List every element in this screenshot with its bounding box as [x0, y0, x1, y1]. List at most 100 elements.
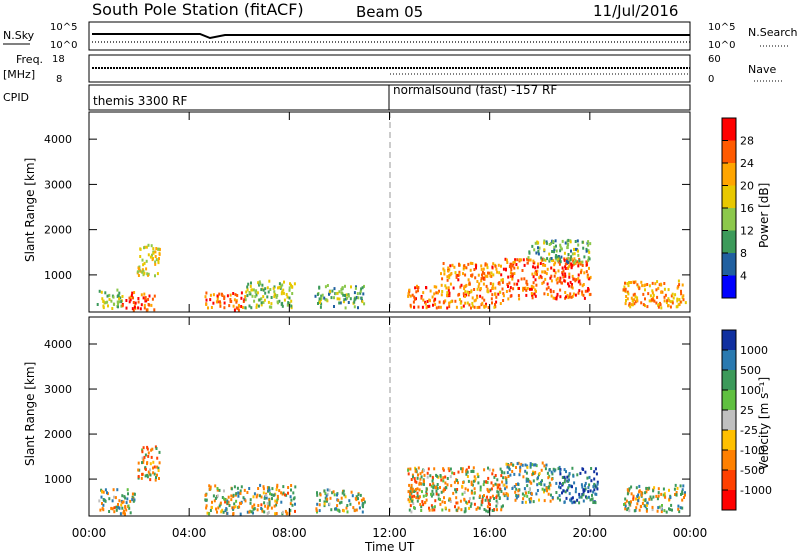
vel-cell: [141, 450, 144, 454]
vel-cell: [336, 504, 339, 508]
vel-cell: [328, 502, 331, 506]
vel-cell: [444, 486, 447, 490]
power-cell: [680, 289, 682, 293]
power-cell: [530, 284, 533, 288]
vel-cell: [674, 483, 677, 487]
power-cell: [102, 306, 105, 310]
power-cell: [432, 303, 434, 307]
power-cell: [553, 245, 556, 249]
vel-cell: [238, 505, 241, 509]
vel-cell: [633, 509, 636, 513]
vel-cell: [529, 480, 532, 484]
xtick-label: 00:00: [72, 526, 107, 540]
vel-cell: [99, 508, 102, 512]
power-cell: [96, 303, 99, 306]
power-cell: [678, 303, 681, 306]
power-cell: [491, 286, 494, 290]
vel-cell: [213, 499, 216, 503]
vel-cell: [570, 497, 573, 501]
power-cell: [129, 295, 132, 299]
vel-cell: [472, 470, 475, 473]
vel-cell: [128, 506, 131, 510]
power-cell: [349, 297, 352, 301]
power-cell: [585, 249, 588, 253]
power-cell: [630, 296, 633, 300]
power-cell: [671, 292, 674, 296]
power-cell: [581, 284, 584, 288]
cpid-label: CPID: [3, 91, 29, 104]
power-cell: [535, 251, 538, 255]
vel-cell: [442, 476, 445, 480]
power-cell: [564, 262, 567, 266]
power-cell: [154, 260, 157, 264]
vel-cell: [324, 492, 327, 496]
power-cell: [545, 272, 548, 276]
vel-cell: [467, 488, 469, 492]
power-cell: [345, 297, 347, 301]
power-cell: [437, 291, 439, 295]
power-cell: [483, 298, 486, 302]
power-cell: [481, 301, 484, 305]
power-cell: [555, 295, 558, 299]
power-cell: [496, 270, 499, 274]
power-cell: [433, 292, 436, 296]
vel-cell: [568, 492, 571, 496]
power-cell: [622, 288, 625, 292]
date-title: 11/Jul/2016: [593, 2, 678, 20]
vel-cell: [463, 491, 466, 494]
power-cell: [623, 285, 626, 289]
vel-cell: [496, 508, 498, 512]
power-cell: [542, 258, 545, 261]
power-cell: [659, 303, 662, 307]
vel-cell: [346, 510, 349, 514]
vel-cell: [463, 510, 466, 514]
power-cell: [577, 291, 580, 295]
vel-cell: [594, 492, 597, 496]
vel-cell: [681, 490, 684, 494]
vel-cell: [454, 505, 456, 509]
power-cell: [470, 306, 472, 310]
power-cell: [508, 281, 511, 285]
vel-cell: [152, 471, 155, 475]
vel-cell: [102, 490, 105, 494]
power-cell: [338, 290, 341, 294]
power-cell: [412, 300, 415, 304]
vel-cell: [144, 453, 147, 457]
vel-cell: [123, 509, 125, 513]
vel-cell: [316, 491, 318, 495]
vel-cell: [624, 497, 627, 501]
vel-cell: [474, 477, 477, 481]
power-cell: [112, 295, 115, 299]
power-cell: [569, 240, 572, 244]
vel-cell: [410, 510, 413, 514]
vel-cell: [268, 488, 271, 492]
vel-cell: [596, 480, 599, 484]
vel-cell: [563, 500, 566, 504]
colorbar-swatch: [722, 275, 736, 299]
power-cell: [484, 262, 487, 266]
power-cell: [534, 278, 537, 282]
vel-cell: [407, 490, 410, 494]
power-cell: [359, 291, 362, 295]
vel-cell: [282, 491, 285, 495]
vel-cell: [645, 490, 648, 494]
vel-cell: [649, 495, 652, 499]
vel-cell: [432, 492, 435, 496]
vel-cell: [355, 495, 358, 499]
power-cell: [275, 295, 278, 299]
vel-cell: [257, 504, 260, 507]
vel-cell: [562, 489, 565, 493]
vel-cell: [453, 472, 456, 476]
velocity-cbar-label: Velocity [m s⁻¹]: [757, 377, 771, 470]
vel-cell: [235, 499, 238, 503]
vel-cell: [572, 474, 575, 478]
power-cell: [567, 242, 570, 246]
power-cell: [413, 305, 416, 309]
power-cell: [587, 243, 590, 247]
power-cell: [567, 253, 570, 256]
power-cell: [440, 293, 443, 297]
nsky-tick-top: 10^5: [50, 22, 77, 33]
vel-cell: [524, 469, 527, 473]
vel-cell: [462, 481, 465, 484]
